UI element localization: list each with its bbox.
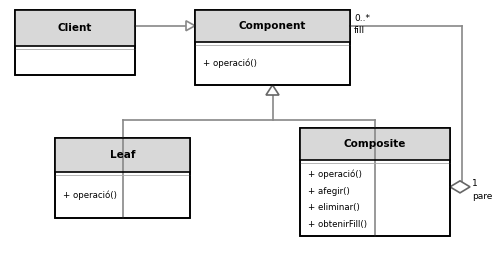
Text: fill: fill	[354, 26, 365, 35]
Text: Client: Client	[58, 23, 92, 33]
Bar	[15, 10, 135, 75]
Bar	[300, 128, 450, 160]
Text: + operació(): + operació()	[308, 170, 362, 179]
Bar	[15, 10, 135, 75]
Bar	[195, 10, 350, 85]
Text: 1: 1	[472, 179, 478, 188]
Bar	[55, 138, 190, 218]
Text: Leaf: Leaf	[110, 150, 135, 160]
Text: Composite: Composite	[344, 139, 406, 149]
Text: Component: Component	[239, 21, 306, 31]
Bar	[300, 128, 450, 236]
Bar	[300, 128, 450, 236]
Bar	[55, 138, 190, 218]
Bar	[15, 10, 135, 46]
Polygon shape	[266, 85, 279, 95]
Text: + obtenirFill(): + obtenirFill()	[308, 220, 367, 229]
Text: + eliminar(): + eliminar()	[308, 203, 360, 212]
Bar	[195, 10, 350, 41]
Text: + operació(): + operació()	[203, 59, 257, 69]
Text: + operació(): + operació()	[63, 190, 117, 200]
Polygon shape	[186, 21, 195, 31]
Bar	[195, 10, 350, 85]
Text: + afegir(): + afegir()	[308, 186, 350, 196]
Polygon shape	[450, 181, 470, 193]
Text: 0..*: 0..*	[354, 14, 370, 23]
Bar	[55, 138, 190, 172]
Text: pare: pare	[472, 192, 492, 201]
